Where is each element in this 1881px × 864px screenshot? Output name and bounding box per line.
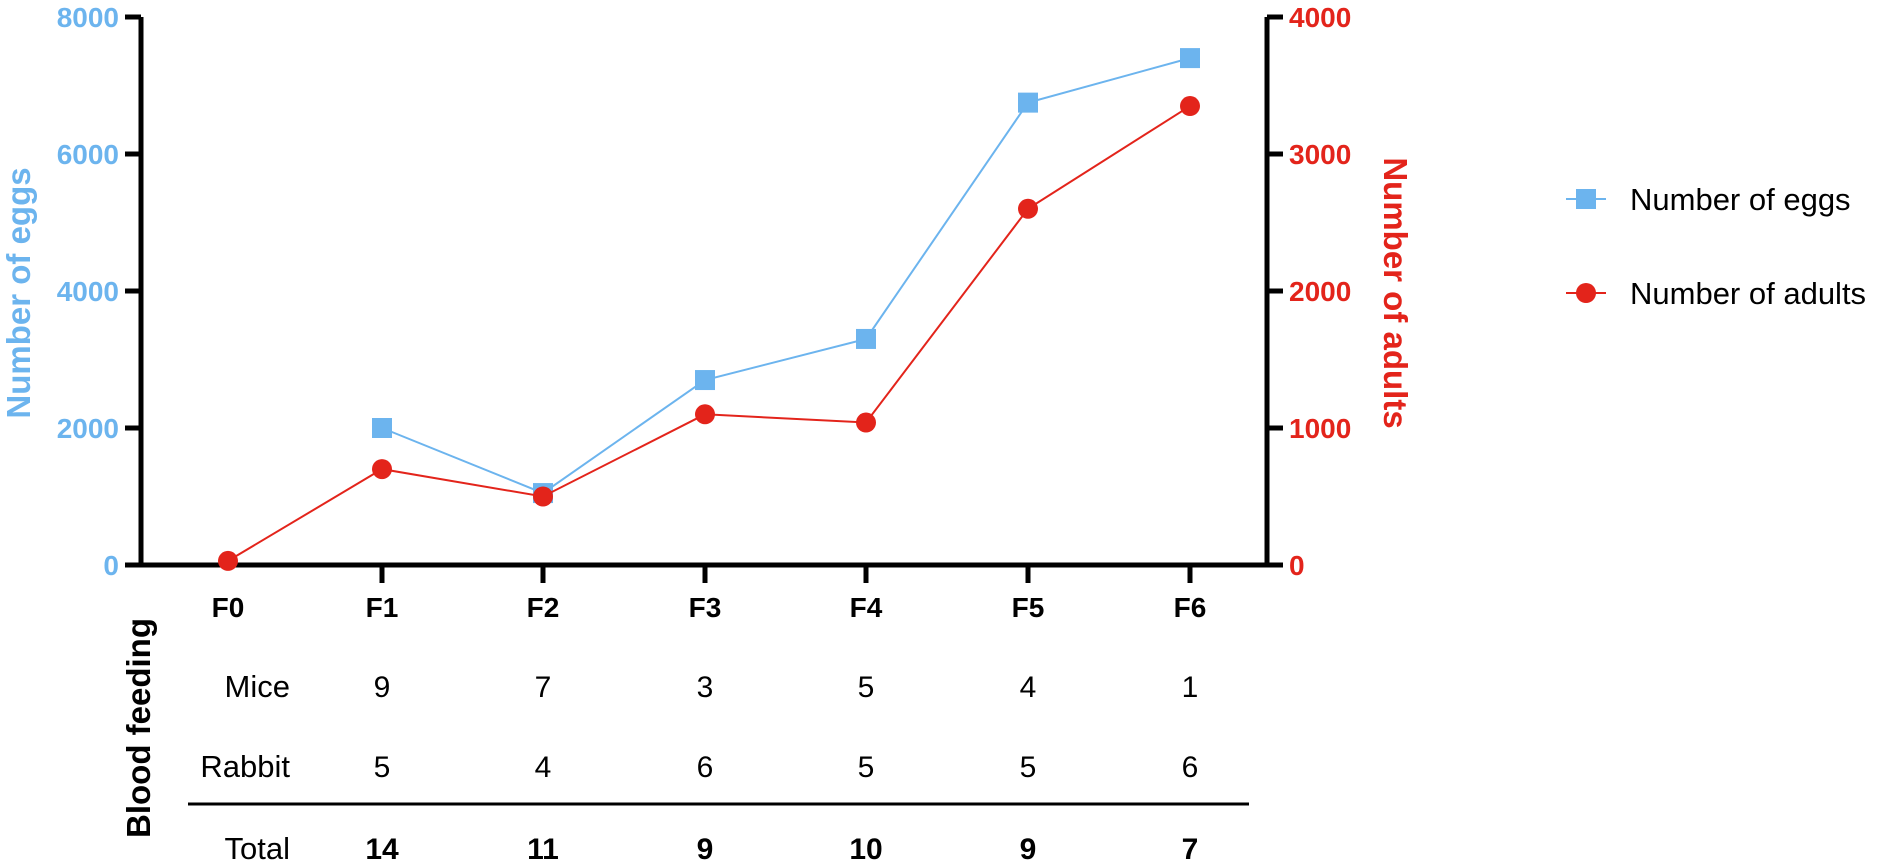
- legend-adults-label: Number of adults: [1630, 276, 1866, 311]
- data-point-circle: [1018, 198, 1038, 219]
- right-tick-label: 2000: [1289, 276, 1351, 307]
- table-cell: 4: [535, 751, 552, 784]
- table-total-cell: 9: [1020, 833, 1037, 864]
- data-point-square: [856, 328, 876, 349]
- left-y-axis-title: Number of eggs: [0, 167, 37, 418]
- legend-eggs-label: Number of eggs: [1630, 182, 1851, 217]
- table-group-label: Blood feeding: [120, 618, 157, 838]
- table-total-cell: 7: [1182, 833, 1199, 864]
- right-tick-label: 3000: [1289, 139, 1351, 170]
- data-point-circle: [218, 550, 238, 571]
- table-cell: 3: [697, 671, 714, 704]
- data-point-circle: [372, 459, 392, 480]
- data-point-square: [695, 370, 715, 391]
- table-row-total: 14 11 9 10 9 7: [365, 833, 1198, 864]
- table-cell: 1: [1182, 671, 1199, 704]
- left-tick-label: 6000: [57, 139, 119, 170]
- table-row-label-total: Total: [225, 831, 290, 864]
- left-tick-label: 8000: [57, 2, 119, 33]
- legend-adults-marker: [1576, 283, 1596, 303]
- legend: Number of eggs Number of adults: [1566, 182, 1866, 311]
- series-line: [381, 57, 1191, 495]
- table-cell: 9: [374, 671, 391, 704]
- table-total-cell: 11: [527, 833, 559, 864]
- x-tick-label: F6: [1174, 592, 1207, 623]
- data-point-circle: [695, 404, 715, 425]
- x-ticks: F0 F1 F2 F3 F4 F5 F6: [212, 565, 1207, 623]
- data-point-square: [372, 418, 392, 438]
- right-y-axis-title: Number of adults: [1377, 157, 1414, 428]
- table-cell: 7: [535, 671, 552, 704]
- table-row-rabbit: 5 4 6 5 5 6: [374, 751, 1199, 784]
- series-line: [227, 105, 1191, 562]
- table-cell: 5: [374, 751, 391, 784]
- data-point-circle: [1180, 96, 1200, 117]
- table-total-cell: 14: [365, 833, 399, 864]
- table-cell: 5: [1020, 751, 1037, 784]
- table-row-label-mice: Mice: [225, 669, 290, 704]
- right-tick-label: 0: [1289, 550, 1305, 581]
- right-tick-label: 4000: [1289, 2, 1351, 33]
- data-point-circle: [533, 486, 553, 507]
- x-tick-label: F1: [366, 592, 399, 623]
- table-total-cell: 10: [849, 833, 882, 864]
- series-number-of-adults: [218, 96, 1200, 571]
- left-y-ticks: 0 2000 4000 6000 8000: [57, 2, 141, 581]
- table-total-cell: 9: [697, 833, 714, 864]
- x-tick-label: F0: [212, 592, 245, 623]
- table-cell: 6: [697, 751, 714, 784]
- table-row-mice: 9 7 3 5 4 1: [374, 671, 1199, 704]
- data-point-square: [1180, 48, 1200, 69]
- left-tick-label: 4000: [57, 276, 119, 307]
- table-cell: 5: [858, 751, 875, 784]
- right-y-ticks: 0 1000 2000 3000 4000: [1267, 2, 1351, 581]
- series-number-of-eggs: [372, 48, 1200, 504]
- table-cell: 5: [858, 671, 875, 704]
- left-tick-label: 0: [103, 550, 119, 581]
- legend-eggs-marker: [1576, 189, 1596, 209]
- x-tick-label: F5: [1012, 592, 1045, 623]
- table-row-label-rabbit: Rabbit: [200, 749, 290, 784]
- left-tick-label: 2000: [57, 413, 119, 444]
- x-tick-label: F3: [689, 592, 722, 623]
- right-tick-label: 1000: [1289, 413, 1351, 444]
- table-cell: 6: [1182, 751, 1199, 784]
- table-cell: 4: [1020, 671, 1037, 704]
- data-point-circle: [856, 412, 876, 433]
- data-point-square: [1018, 92, 1038, 113]
- x-tick-label: F4: [850, 592, 883, 623]
- x-tick-label: F2: [527, 592, 560, 623]
